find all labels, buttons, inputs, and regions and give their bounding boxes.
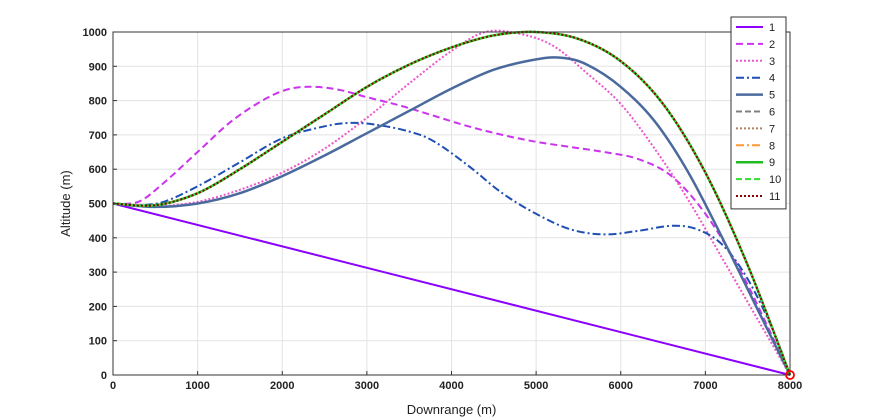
y-tick-label: 1000 <box>83 27 107 39</box>
legend-label-4: 4 <box>769 73 775 85</box>
y-tick-label: 400 <box>89 233 107 245</box>
legend: 1 2 3 4 5 6 7 8 9 10 11 <box>730 16 787 210</box>
x-tick-label: 1000 <box>185 380 209 392</box>
y-tick-label: 300 <box>89 267 107 279</box>
x-tick-label: 5000 <box>524 380 548 392</box>
y-tick-label: 600 <box>89 164 107 176</box>
x-tick-label: 8000 <box>778 380 802 392</box>
legend-label-5: 5 <box>769 90 775 102</box>
x-tick-label: 0 <box>110 380 116 392</box>
series-line-5 <box>112 56 792 376</box>
legend-label-3: 3 <box>769 56 775 68</box>
y-tick-label: 0 <box>101 370 107 382</box>
y-tick-label: 800 <box>89 96 107 108</box>
series-line-1 <box>112 202 791 376</box>
legend-label-10: 10 <box>769 174 781 186</box>
series-line-2 <box>112 85 791 376</box>
x-tick-label: 7000 <box>693 380 717 392</box>
y-axis-title: Altitude (m) <box>58 170 73 236</box>
y-tick-label: 900 <box>89 61 107 73</box>
x-tick-label: 3000 <box>355 380 379 392</box>
series-line-4 <box>112 121 791 376</box>
y-tick-label: 700 <box>89 130 107 142</box>
legend-label-6: 6 <box>769 107 775 119</box>
target-marker <box>785 370 795 380</box>
legend-label-8: 8 <box>769 140 775 152</box>
x-axis-title: Downrange (m) <box>407 402 497 417</box>
y-tick-label: 100 <box>89 336 107 348</box>
legend-label-2: 2 <box>769 39 775 51</box>
legend-label-1: 1 <box>769 22 775 34</box>
x-tick-label: 6000 <box>609 380 633 392</box>
legend-label-11: 11 <box>769 191 780 203</box>
series-line-10 <box>112 30 791 376</box>
legend-box <box>730 16 787 210</box>
x-tick-label: 4000 <box>439 380 463 392</box>
legend-label-9: 9 <box>769 157 775 169</box>
y-tick-label: 500 <box>89 199 107 211</box>
x-tick-label: 2000 <box>270 380 294 392</box>
tick-labels: 0 1000 2000 3000 4000 5000 6000 7000 8000 0 100 200… <box>83 27 803 392</box>
legend-label-7: 7 <box>769 123 775 135</box>
series-line-11 <box>112 30 791 376</box>
target-point <box>785 370 795 380</box>
series-layer <box>112 29 792 376</box>
y-tick-label: 200 <box>89 301 107 313</box>
